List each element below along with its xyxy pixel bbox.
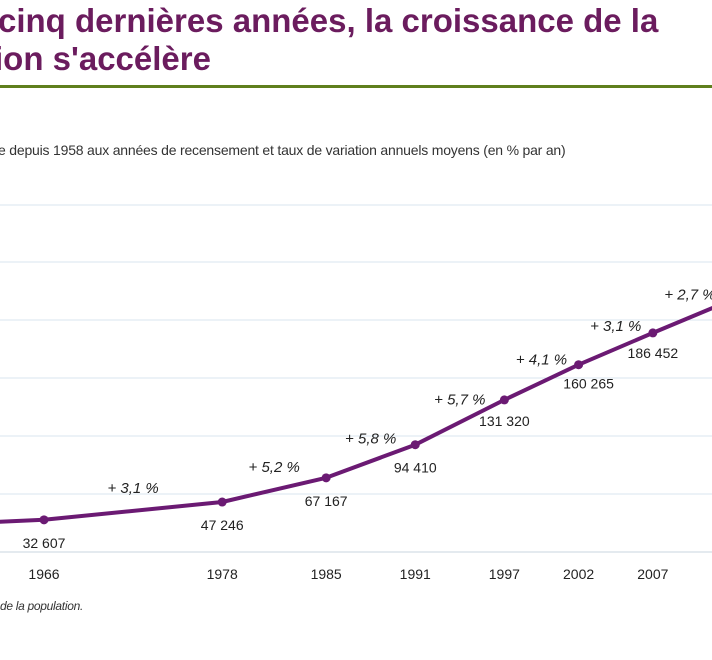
data-label-1997: 131 320 <box>479 413 530 429</box>
x-tick-label-2: 1985 <box>311 566 342 582</box>
title-line-1: cinq dernières années, la croissance de … <box>0 2 659 39</box>
data-point-2007 <box>648 328 658 338</box>
data-label-1966: 32 607 <box>23 535 66 551</box>
data-point-1991 <box>410 440 420 450</box>
rate-label-1: + 3,1 % <box>107 480 158 497</box>
x-tick-label-0: 1966 <box>28 566 59 582</box>
data-point-1978 <box>217 497 227 507</box>
x-tick-label-4: 1997 <box>489 566 520 582</box>
data-point-1997 <box>499 395 509 405</box>
data-point-1966 <box>39 515 49 525</box>
data-label-2007: 186 452 <box>628 345 679 361</box>
data-point-1985 <box>321 473 331 483</box>
rate-label-4: + 5,7 % <box>434 391 485 408</box>
chart-subtitle: e depuis 1958 aux années de recensement … <box>0 142 566 158</box>
x-tick-label-1: 1978 <box>207 566 238 582</box>
rate-label-6: + 3,1 % <box>590 318 641 335</box>
x-tick-label-5: 2002 <box>563 566 594 582</box>
source-note: de la population. <box>0 599 83 613</box>
x-tick-label-3: 1991 <box>400 566 431 582</box>
data-label-2002: 160 265 <box>563 376 614 392</box>
title-underline <box>0 85 712 88</box>
rate-label-2: + 5,2 % <box>249 459 300 476</box>
data-label-1991: 94 410 <box>394 460 437 476</box>
data-point-2002 <box>574 360 584 370</box>
title-line-2: ion s'accélère <box>0 40 211 77</box>
data-label-1985: 67 167 <box>305 493 348 509</box>
chart-title: cinq dernières années, la croissance de … <box>0 2 712 78</box>
data-label-1978: 47 246 <box>201 517 244 533</box>
rate-label-7: + 2,7 % <box>664 286 712 303</box>
rate-label-3: + 5,8 % <box>345 430 396 447</box>
rate-label-5: + 4,1 % <box>516 351 567 368</box>
x-tick-label-6: 2007 <box>637 566 668 582</box>
